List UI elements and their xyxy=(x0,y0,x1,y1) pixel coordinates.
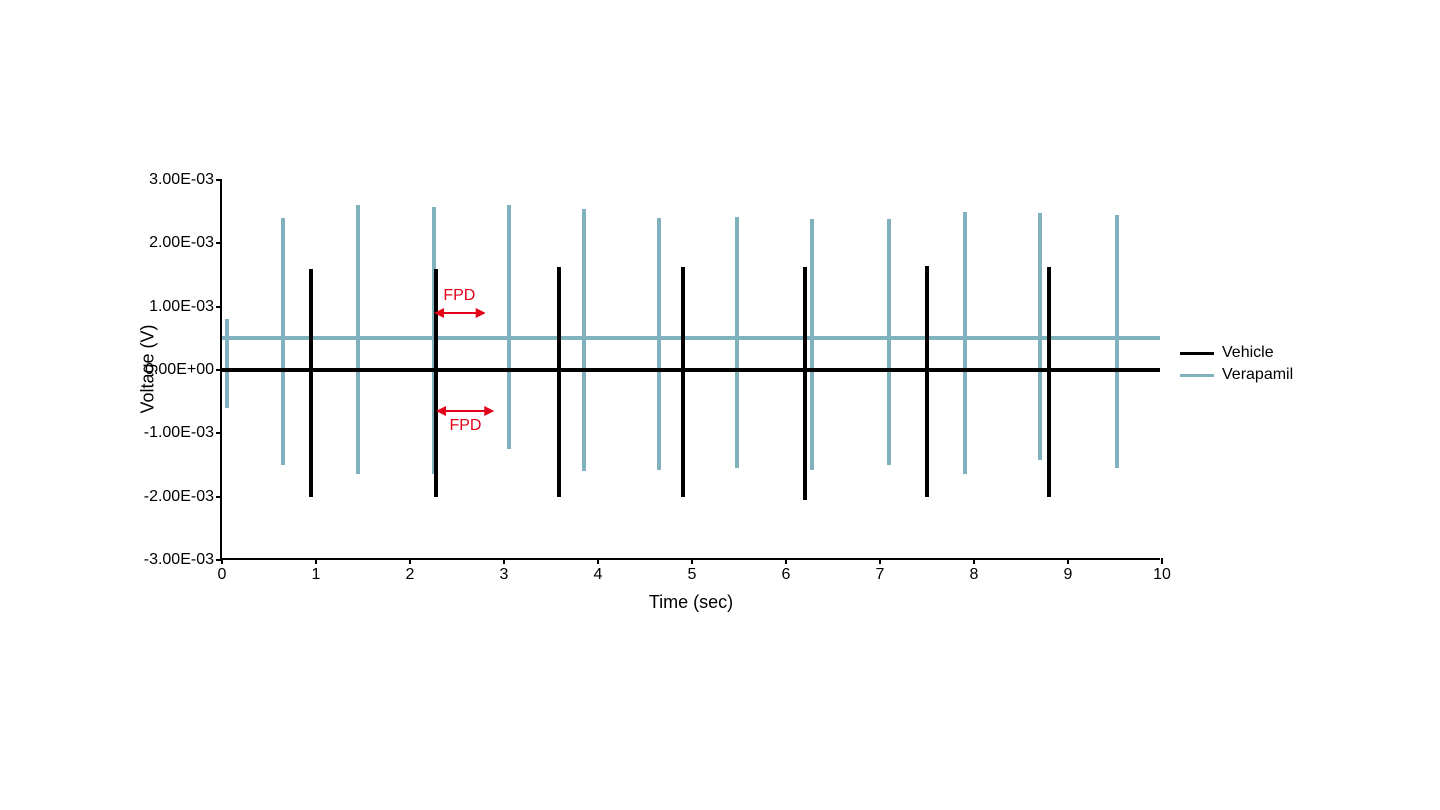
x-tick-label: 2 xyxy=(406,566,415,584)
x-tick-mark xyxy=(691,558,693,564)
series-spike-verapamil xyxy=(963,212,967,475)
series-spike-verapamil xyxy=(1115,215,1119,468)
series-spike-vehicle xyxy=(803,267,807,499)
legend-swatch-vehicle xyxy=(1180,352,1214,355)
x-tick-label: 10 xyxy=(1153,566,1171,584)
x-tick-mark xyxy=(597,558,599,564)
x-tick-label: 5 xyxy=(688,566,697,584)
x-tick-label: 6 xyxy=(782,566,791,584)
fpd-label: FPD xyxy=(449,417,481,435)
fpd-arrow xyxy=(434,307,486,319)
x-tick-mark xyxy=(785,558,787,564)
series-spike-verapamil xyxy=(657,218,661,470)
y-tick-label: 0.00E+00 xyxy=(145,361,214,379)
y-tick-mark xyxy=(216,242,222,244)
fpd-arrow xyxy=(436,405,494,417)
series-baseline-vehicle xyxy=(222,368,1160,372)
y-tick-label: -1.00E-03 xyxy=(144,424,214,442)
y-tick-label: 1.00E-03 xyxy=(149,298,214,316)
series-spike-verapamil xyxy=(810,219,814,470)
x-tick-mark xyxy=(1161,558,1163,564)
x-tick-label: 1 xyxy=(312,566,321,584)
y-tick-mark xyxy=(216,306,222,308)
series-spike-verapamil xyxy=(735,217,739,468)
y-tick-label: 3.00E-03 xyxy=(149,171,214,189)
x-tick-mark xyxy=(503,558,505,564)
legend-item-verapamil: Verapamil xyxy=(1180,366,1293,384)
x-tick-label: 3 xyxy=(500,566,509,584)
series-spike-vehicle xyxy=(434,269,438,497)
series-spike-verapamil xyxy=(507,205,511,449)
x-tick-mark xyxy=(221,558,223,564)
plot-area: Voltage (V) Time (sec) -3.00E-03-2.00E-0… xyxy=(220,180,1160,560)
x-tick-mark xyxy=(315,558,317,564)
x-tick-mark xyxy=(879,558,881,564)
series-spike-verapamil xyxy=(1038,213,1042,460)
series-spike-verapamil xyxy=(887,219,891,465)
x-tick-mark xyxy=(1067,558,1069,564)
legend-item-vehicle: Vehicle xyxy=(1180,344,1293,362)
x-tick-label: 8 xyxy=(970,566,979,584)
x-tick-label: 7 xyxy=(876,566,885,584)
x-tick-mark xyxy=(973,558,975,564)
series-baseline-verapamil xyxy=(222,336,1160,340)
y-tick-label: 2.00E-03 xyxy=(149,234,214,252)
x-axis-title: Time (sec) xyxy=(649,592,733,613)
legend-label-verapamil: Verapamil xyxy=(1222,366,1293,384)
series-spike-vehicle xyxy=(681,267,685,496)
x-tick-label: 4 xyxy=(594,566,603,584)
fpd-label: FPD xyxy=(443,287,475,305)
legend-swatch-verapamil xyxy=(1180,374,1214,377)
y-tick-label: -2.00E-03 xyxy=(144,488,214,506)
chart-legend: Vehicle Verapamil xyxy=(1180,340,1293,388)
y-tick-mark xyxy=(216,496,222,498)
y-tick-mark xyxy=(216,179,222,181)
series-spike-verapamil xyxy=(356,205,360,474)
x-tick-label: 0 xyxy=(218,566,227,584)
series-spike-vehicle xyxy=(309,269,313,497)
x-tick-label: 9 xyxy=(1064,566,1073,584)
x-tick-mark xyxy=(409,558,411,564)
series-spike-verapamil xyxy=(281,218,285,465)
y-tick-mark xyxy=(216,432,222,434)
series-spike-vehicle xyxy=(925,266,929,497)
series-spike-vehicle xyxy=(557,267,561,496)
series-spike-verapamil xyxy=(225,319,229,408)
series-spike-vehicle xyxy=(1047,267,1051,496)
voltage-time-chart: Voltage (V) Time (sec) -3.00E-03-2.00E-0… xyxy=(140,170,1310,650)
series-spike-verapamil xyxy=(582,209,586,472)
legend-label-vehicle: Vehicle xyxy=(1222,344,1274,362)
y-tick-label: -3.00E-03 xyxy=(144,551,214,569)
